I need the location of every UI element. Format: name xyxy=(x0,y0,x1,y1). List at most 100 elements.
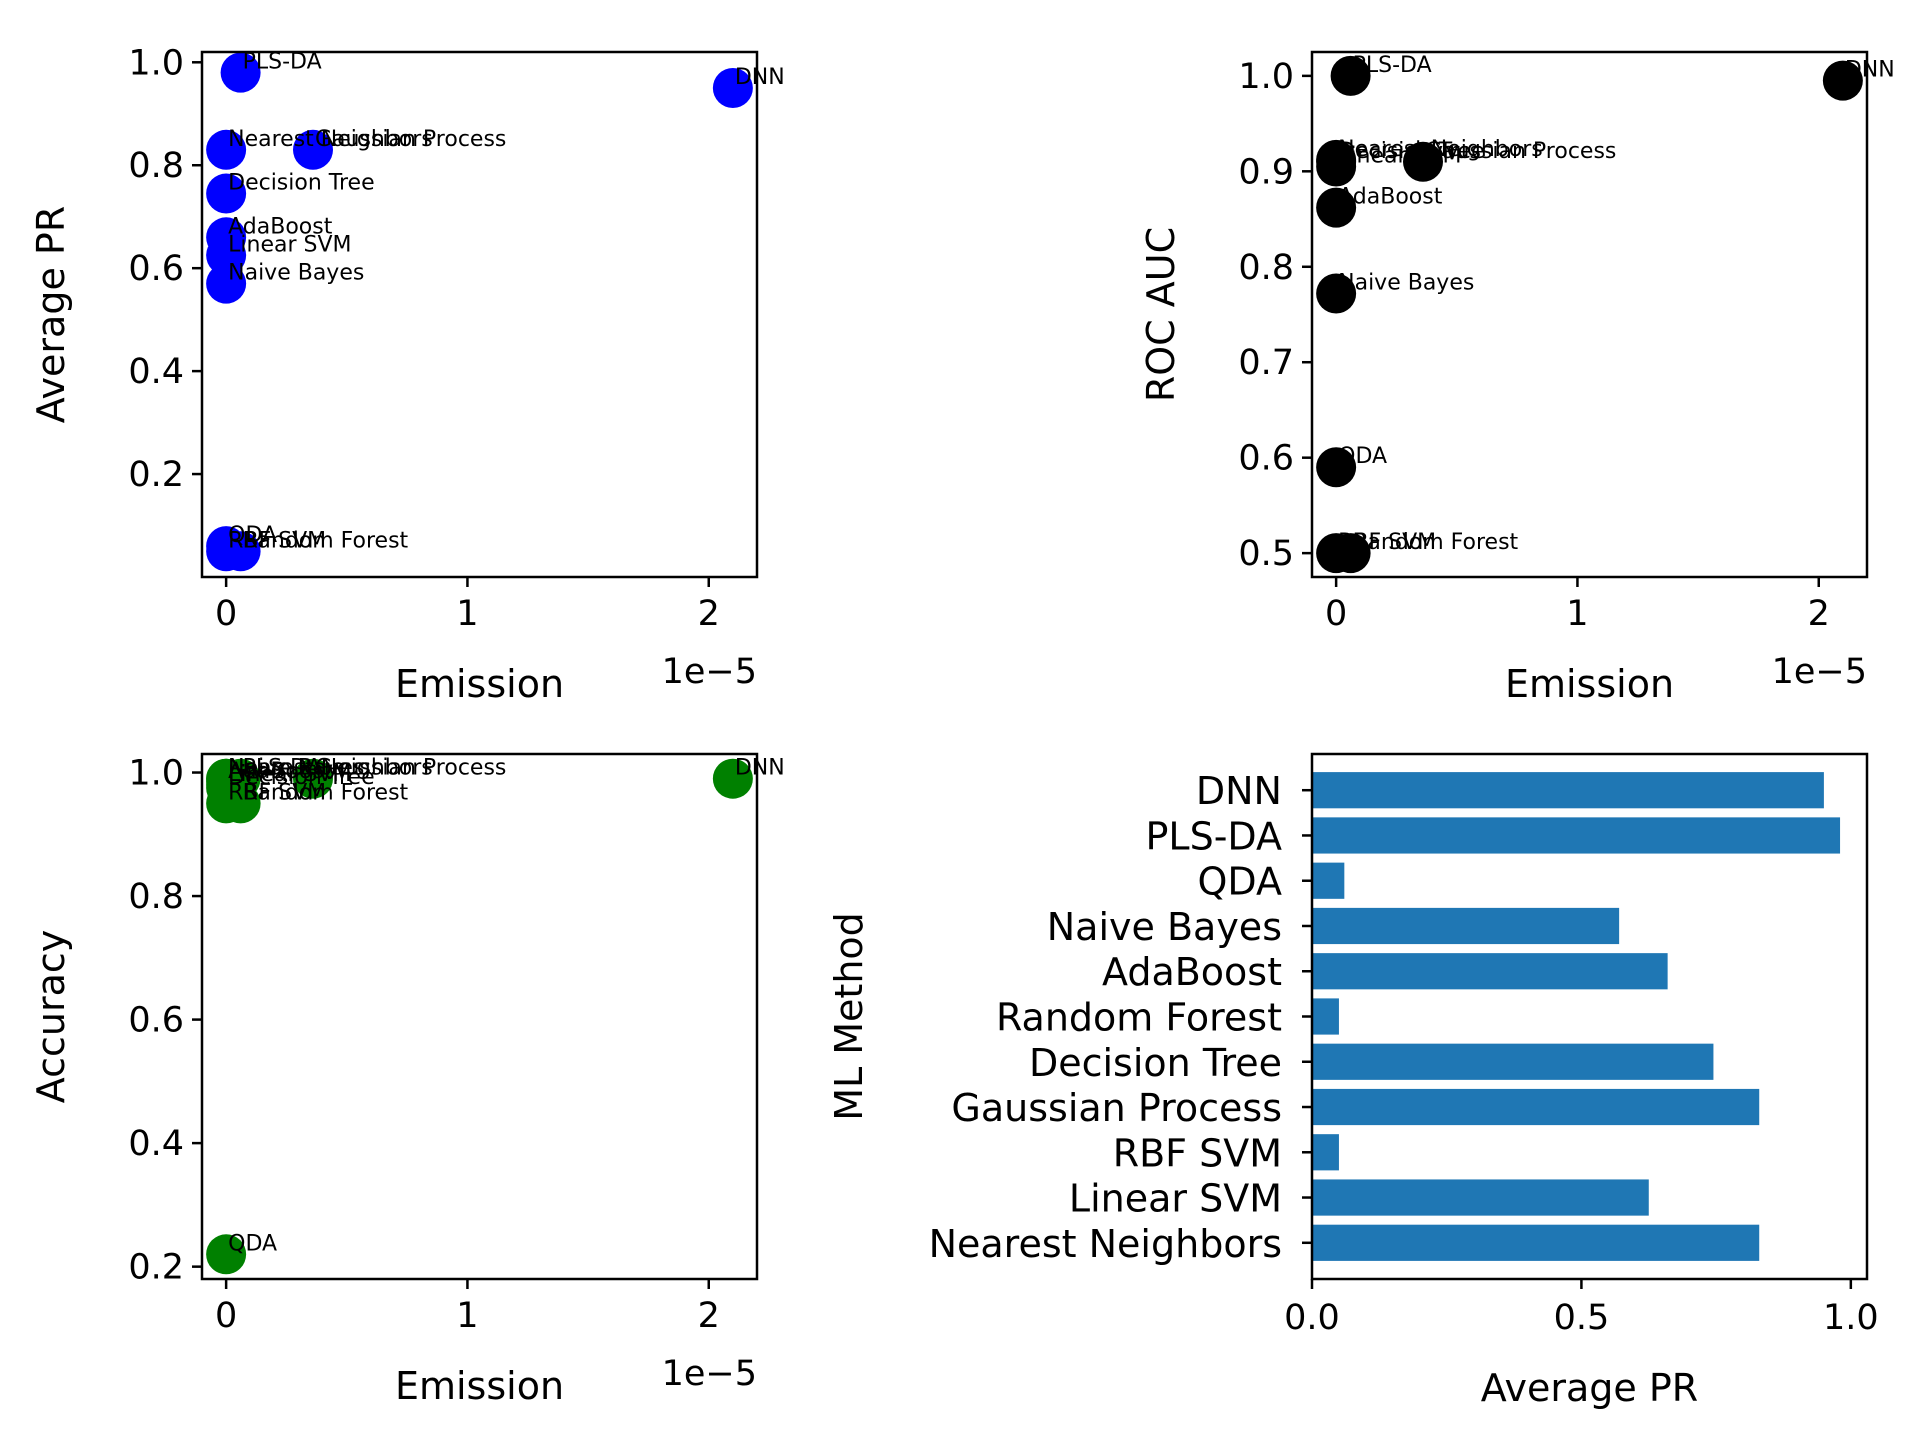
point-label: PLS-DA xyxy=(243,50,322,75)
y-tick-label: 0.6 xyxy=(1238,439,1294,479)
x-tick-label: 0 xyxy=(1325,594,1347,634)
bar xyxy=(1312,1179,1649,1216)
y-tick-label: 0.4 xyxy=(128,352,184,392)
point-label: Linear SVM xyxy=(1338,144,1461,169)
category-label: QDA xyxy=(1198,860,1283,904)
y-tick-label: 1.0 xyxy=(128,754,184,794)
data-point xyxy=(220,52,261,93)
y-tick-label: 0.5 xyxy=(1238,534,1294,574)
point-label: DNN xyxy=(735,65,785,90)
data-point xyxy=(712,758,753,799)
x-axis-title: Emission xyxy=(395,1364,564,1408)
category-label: AdaBoost xyxy=(1102,950,1282,994)
y-tick-label: 0.9 xyxy=(1238,152,1294,192)
point-label: RBF SVM xyxy=(1338,530,1436,555)
point-label: PLS-DA xyxy=(1353,53,1432,78)
point-label: Random Forest xyxy=(243,780,409,805)
category-label: Random Forest xyxy=(996,996,1282,1040)
data-point xyxy=(206,173,247,214)
point-label: Naive Bayes xyxy=(228,261,364,286)
data-point xyxy=(206,263,247,304)
point-label: Nearest Neighbors xyxy=(228,756,433,781)
plot-frame xyxy=(200,752,759,1281)
x-tick-label: 1.0 xyxy=(1823,1298,1879,1338)
category-label: Naive Bayes xyxy=(1047,905,1282,949)
y-tick-label: 0.2 xyxy=(128,1248,184,1288)
point-label: RBF SVM xyxy=(228,528,326,553)
point-label: Nearest Neighbors xyxy=(1338,137,1543,162)
point-label: RBF SVM xyxy=(228,780,326,805)
bar xyxy=(1312,1224,1760,1261)
x-axis-title: Average PR xyxy=(1481,1366,1698,1410)
y-axis-title: Average PR xyxy=(29,206,73,423)
data-point xyxy=(1403,141,1443,182)
bar xyxy=(1312,772,1824,809)
category-label: RBF SVM xyxy=(1113,1131,1282,1175)
x-axis-title: Emission xyxy=(1505,662,1674,706)
x-tick-label: 0.5 xyxy=(1554,1298,1610,1338)
data-point xyxy=(1330,55,1371,96)
data-point xyxy=(1330,533,1371,574)
x-offset-label: 1e−5 xyxy=(662,652,757,692)
point-label: Decision Tree xyxy=(1338,139,1485,164)
category-label: Linear SVM xyxy=(1069,1177,1282,1221)
data-point xyxy=(1316,273,1357,314)
y-tick-label: 1.0 xyxy=(128,43,184,83)
bar xyxy=(1312,1088,1760,1126)
point-label: Gaussian Process xyxy=(1425,139,1616,164)
data-point xyxy=(712,68,753,109)
y-tick-label: 0.4 xyxy=(128,1124,184,1164)
x-tick-label: 0 xyxy=(215,1296,237,1336)
category-label: Decision Tree xyxy=(1029,1041,1282,1085)
point-label: Random Forest xyxy=(243,528,409,553)
y-tick-label: 1.0 xyxy=(1238,57,1294,97)
bar xyxy=(1312,1134,1339,1171)
y-axis-title: Accuracy xyxy=(29,930,73,1104)
point-label: Linear SVM xyxy=(228,762,351,787)
bar xyxy=(1312,907,1620,945)
point-label: Gaussian Process xyxy=(315,756,506,781)
x-tick-label: 2 xyxy=(1808,594,1830,634)
y-tick-label: 0.6 xyxy=(128,249,184,289)
bar xyxy=(1312,1043,1714,1080)
data-point xyxy=(206,129,247,170)
point-label: PLS-DA xyxy=(243,756,322,781)
category-label: Gaussian Process xyxy=(951,1086,1282,1130)
data-point xyxy=(206,1234,247,1275)
plot-frame xyxy=(1310,50,1869,579)
data-point xyxy=(1316,187,1357,228)
bar xyxy=(1312,998,1339,1035)
scatter-panel-1: Nearest Neighbors Linear SVM RBF SVM Gaussi… xyxy=(29,43,785,706)
y-tick-label: 0.6 xyxy=(128,1001,184,1041)
data-point xyxy=(1822,60,1863,101)
point-label: Linear SVM xyxy=(228,232,351,257)
point-label: Gaussian Process xyxy=(315,127,506,152)
point-label: AdaBoost xyxy=(1338,185,1443,210)
data-point xyxy=(1316,141,1357,182)
point-label: AdaBoost xyxy=(228,759,333,784)
data-point xyxy=(293,129,333,170)
bar xyxy=(1312,817,1841,854)
data-point xyxy=(1316,447,1357,488)
y-axis-title: ML Method xyxy=(827,912,871,1121)
y-tick-label: 0.8 xyxy=(128,877,184,917)
y-tick-label: 0.8 xyxy=(1238,248,1294,288)
point-label: Naive Bayes xyxy=(228,756,364,781)
x-tick-label: 0.0 xyxy=(1284,1298,1340,1338)
data-point xyxy=(220,758,261,799)
x-tick-label: 1 xyxy=(456,594,478,634)
plot-frame xyxy=(200,50,759,579)
category-label: DNN xyxy=(1196,769,1282,813)
category-label: Nearest Neighbors xyxy=(929,1222,1282,1266)
point-label: AdaBoost xyxy=(228,214,333,239)
x-tick-label: 0 xyxy=(215,594,237,634)
point-label: QDA xyxy=(228,1231,277,1256)
data-point xyxy=(293,758,333,799)
x-tick-label: 1 xyxy=(456,1296,478,1336)
point-label: Decision Tree xyxy=(228,765,375,790)
y-axis-title: ROC AUC xyxy=(1139,227,1183,402)
point-label: DNN xyxy=(1845,58,1895,83)
